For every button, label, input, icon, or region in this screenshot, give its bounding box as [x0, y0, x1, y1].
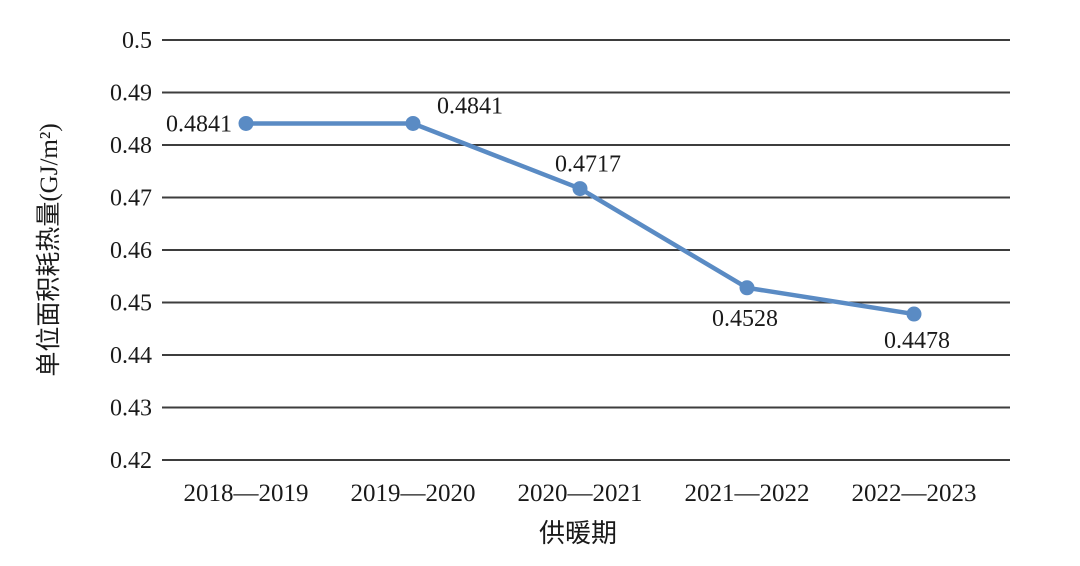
y-tick-label: 0.5: [122, 28, 152, 54]
data-point-marker: [739, 280, 755, 296]
y-axis-title: 单位面积耗热量(GJ/m²): [35, 123, 63, 376]
y-axis-tick-labels: 0.5 0.49 0.48 0.47 0.46 0.45 0.44 0.43 0.42: [110, 28, 152, 474]
x-tick-label: 2022—2023: [852, 480, 977, 507]
y-tick-label: 0.48: [110, 133, 152, 159]
y-tick-label: 0.45: [110, 291, 152, 317]
data-point-label: 0.4841: [437, 93, 503, 119]
x-tick-label: 2021—2022: [685, 480, 810, 507]
x-tick-label: 2020—2021: [518, 480, 643, 507]
gridlines-layer: [162, 39, 1010, 461]
data-series-layer: [238, 115, 922, 322]
y-tick-label: 0.47: [110, 186, 152, 212]
y-tick-label: 0.43: [110, 396, 152, 422]
data-point-labels: 0.4841 0.4841 0.4717 0.4528 0.4478: [166, 93, 950, 354]
data-point-label: 0.4528: [712, 306, 778, 332]
y-tick-label: 0.42: [110, 448, 152, 474]
x-tick-label: 2018—2019: [184, 480, 309, 507]
y-tick-label: 0.46: [110, 238, 152, 264]
x-axis-tick-labels: 2018—2019 2019—2020 2020—2021 2021—2022 2022…: [184, 480, 977, 507]
data-point-label: 0.4478: [884, 328, 950, 354]
data-point-marker: [405, 115, 421, 131]
y-tick-label: 0.44: [110, 343, 152, 369]
data-point-marker: [238, 115, 254, 131]
x-tick-label: 2019—2020: [351, 480, 476, 507]
data-point-label: 0.4841: [166, 111, 232, 137]
data-point-marker: [906, 306, 922, 322]
y-tick-label: 0.49: [110, 81, 152, 107]
data-point-label: 0.4717: [555, 152, 621, 178]
data-point-marker: [572, 181, 588, 197]
x-axis-title: 供暖期: [539, 519, 617, 548]
